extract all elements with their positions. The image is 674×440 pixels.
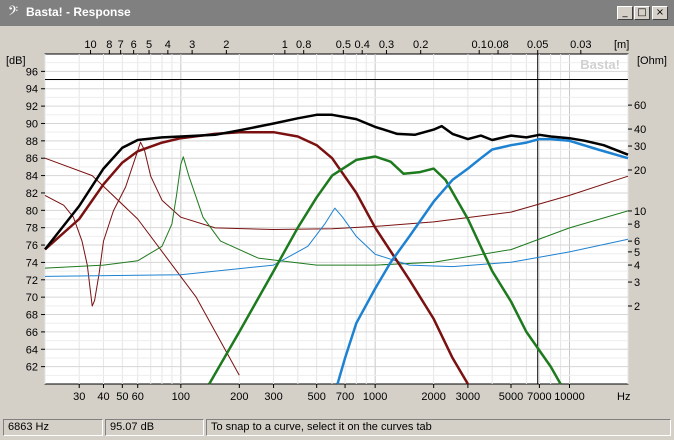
- db-tick-label: 88: [26, 136, 38, 148]
- woofer-spl-curve: [44, 130, 469, 385]
- freq-tick-label: 10000: [554, 391, 585, 403]
- bass-clef-icon: 𝄢: [7, 3, 19, 22]
- hz-unit-label: Hz: [617, 391, 630, 403]
- wavelength-tick-label: 0.4: [355, 39, 370, 51]
- db-tick-label: 86: [26, 153, 38, 165]
- ohm-tick-label: 6: [634, 236, 640, 248]
- mid-impedance-curve: [44, 156, 629, 269]
- db-tick-label: 74: [26, 257, 38, 269]
- meter-unit-label: [m]: [614, 39, 629, 51]
- freq-tick-label: 5000: [499, 391, 523, 403]
- ohm-tick-label: 40: [634, 124, 646, 136]
- wavelength-tick-label: 8: [106, 39, 112, 51]
- freq-tick-label: 300: [264, 391, 282, 403]
- db-tick-label: 92: [26, 101, 38, 113]
- status-level: 95.07 dB: [105, 419, 204, 436]
- status-bar: 6863 Hz 95.07 dB To snap to a curve, sel…: [0, 416, 674, 440]
- title-bar: 𝄢 Basta! - Response _ □ ×: [0, 0, 674, 26]
- wavelength-tick-label: 2: [223, 39, 229, 51]
- db-tick-label: 94: [26, 84, 38, 96]
- woofer-phase-curve: [44, 157, 240, 376]
- status-frequency: 6863 Hz: [3, 419, 103, 436]
- maximize-button[interactable]: □: [634, 6, 650, 20]
- wavelength-tick-label: 6: [131, 39, 137, 51]
- freq-tick-label: 200: [230, 391, 248, 403]
- ohm-tick-label: 20: [634, 165, 646, 177]
- response-plot[interactable]: 96 94 92 90 88 86 84 82 80 78 76 74 72 70 68 66 64 62 60 40…: [0, 26, 674, 412]
- ohm-tick-label: 8: [634, 219, 640, 231]
- wavelength-tick-label: 0.08: [487, 39, 508, 51]
- db-tick-label: 76: [26, 240, 38, 252]
- window-title: Basta! - Response: [26, 5, 131, 19]
- wavelength-tick-label: 0.8: [296, 39, 311, 51]
- freq-tick-label: 30: [73, 391, 85, 403]
- mid-spl-curve: [208, 155, 562, 385]
- ohm-tick-label: 30: [634, 141, 646, 153]
- total-spl-curve: [44, 113, 629, 251]
- ohm-tick-label: 5: [634, 247, 640, 259]
- db-tick-label: 70: [26, 292, 38, 304]
- db-unit-label: [dB]: [6, 55, 26, 67]
- freq-tick-label: 100: [172, 391, 190, 403]
- wavelength-tick-label: 0.5: [336, 39, 351, 51]
- minimize-button[interactable]: _: [617, 6, 633, 20]
- wavelength-tick-label: 10: [84, 39, 96, 51]
- db-tick-label: 82: [26, 188, 38, 200]
- db-tick-label: 62: [26, 362, 38, 374]
- wavelength-tick-label: 0.03: [570, 39, 591, 51]
- ohm-tick-label: 3: [634, 277, 640, 289]
- freq-tick-label: 40: [97, 391, 109, 403]
- ohm-tick-label: 10: [634, 206, 646, 218]
- freq-tick-label: 7000: [527, 391, 551, 403]
- db-tick-label: 96: [26, 66, 38, 78]
- wavelength-tick-label: 5: [146, 39, 152, 51]
- freq-tick-label: 50: [116, 391, 128, 403]
- db-tick-label: 64: [26, 344, 38, 356]
- db-tick-label: 78: [26, 223, 38, 235]
- status-hint: To snap to a curve, select it on the cur…: [206, 419, 671, 436]
- freq-tick-label: 60: [132, 391, 144, 403]
- ohm-tick-label: 4: [634, 260, 640, 272]
- tweeter-spl-curve: [336, 137, 629, 385]
- db-tick-label: 72: [26, 275, 38, 287]
- wavelength-tick-label: 1: [282, 39, 288, 51]
- freq-tick-label: 700: [336, 391, 354, 403]
- freq-tick-label: 2000: [421, 391, 445, 403]
- db-tick-label: 90: [26, 118, 38, 130]
- freq-tick-label: 1000: [363, 391, 387, 403]
- freq-tick-label: 3000: [456, 391, 480, 403]
- watermark: Basta!: [580, 57, 620, 72]
- freq-tick-label: 500: [307, 391, 325, 403]
- wavelength-tick-label: 3: [189, 39, 195, 51]
- wavelength-tick-label: 0.1: [472, 39, 487, 51]
- wavelength-tick-label: 0.3: [379, 39, 394, 51]
- db-tick-label: 84: [26, 171, 38, 183]
- db-tick-label: 68: [26, 310, 38, 322]
- wavelength-tick-label: 4: [165, 39, 171, 51]
- close-button[interactable]: ×: [652, 6, 668, 20]
- wavelength-tick-label: 7: [118, 39, 124, 51]
- db-tick-label: 66: [26, 327, 38, 339]
- db-tick-label: 80: [26, 205, 38, 217]
- ohm-tick-label: 60: [634, 100, 646, 112]
- response-chart[interactable]: 9694929088868482807876747270686664626040…: [0, 26, 674, 412]
- wavelength-tick-label: 0.2: [413, 39, 428, 51]
- ohm-unit-label: [Ohm]: [637, 55, 667, 67]
- wavelength-tick-label: 0.05: [527, 39, 548, 51]
- ohm-tick-label: 2: [634, 301, 640, 313]
